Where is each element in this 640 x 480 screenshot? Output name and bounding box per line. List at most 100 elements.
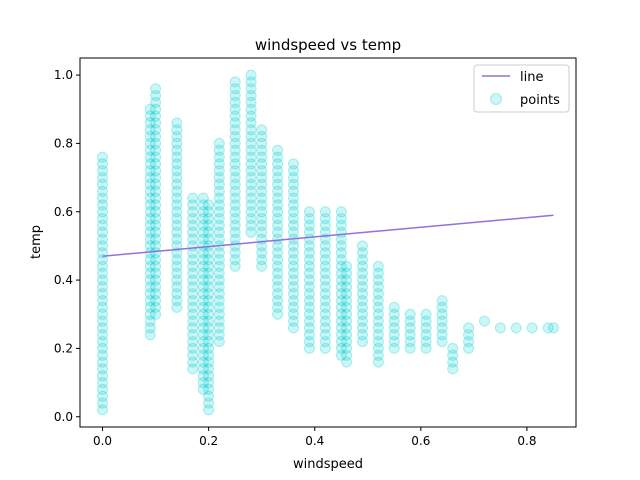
scatter-point <box>203 226 215 238</box>
scatter-point <box>203 322 215 334</box>
scatter-point <box>288 172 299 184</box>
scatter-point <box>303 219 315 231</box>
scatter-point <box>319 247 331 259</box>
scatter-point <box>245 137 257 149</box>
scatter-point <box>245 90 257 102</box>
scatter-point <box>404 308 416 320</box>
scatter-point <box>213 322 225 334</box>
scatter-point <box>213 226 225 238</box>
scatter-point <box>187 329 199 341</box>
scatter-point <box>187 342 199 354</box>
scatter-point <box>171 288 183 300</box>
scatter-point <box>171 165 183 177</box>
scatter-point <box>171 137 183 149</box>
scatter-point <box>372 342 384 354</box>
scatter-point <box>213 144 225 156</box>
scatter-point <box>272 281 284 293</box>
scatter-point <box>97 301 108 313</box>
x-tick-label: 0.0 <box>93 434 112 448</box>
scatter-point <box>245 158 257 170</box>
scatter-point <box>197 363 209 375</box>
scatter-point <box>213 178 225 190</box>
scatter-point <box>303 267 315 279</box>
scatter-point <box>144 281 156 293</box>
scatter-point <box>341 315 353 327</box>
scatter-point <box>203 247 215 259</box>
scatter-point <box>213 219 225 231</box>
scatter-point <box>245 76 257 88</box>
scatter-point <box>150 206 162 218</box>
scatter-point <box>357 260 368 272</box>
scatter-point <box>288 301 299 313</box>
scatter-point <box>97 151 108 163</box>
scatter-point <box>97 274 108 286</box>
scatter-point <box>144 192 156 204</box>
scatter-point <box>213 295 225 307</box>
scatter-point <box>203 315 215 327</box>
scatter-point <box>256 247 268 259</box>
scatter-point <box>436 301 448 313</box>
scatter-point <box>97 390 108 402</box>
scatter-point <box>187 349 199 361</box>
scatter-point <box>229 199 241 211</box>
scatter-point <box>288 281 299 293</box>
scatter-point <box>197 322 209 334</box>
scatter-point <box>213 301 225 313</box>
scatter-point <box>187 308 199 320</box>
scatter-point <box>197 206 209 218</box>
scatter-point <box>229 219 241 231</box>
scatter-point <box>144 219 156 231</box>
scatter-point <box>144 124 156 136</box>
scatter-point <box>404 329 416 341</box>
scatter-point <box>229 206 241 218</box>
scatter-point <box>187 322 199 334</box>
scatter-point <box>272 192 284 204</box>
scatter-point <box>197 260 209 272</box>
scatter-point <box>150 151 162 163</box>
scatter-point <box>203 301 215 313</box>
scatter-point <box>97 158 108 170</box>
scatter-point <box>97 172 108 184</box>
scatter-point <box>144 322 156 334</box>
scatter-point <box>372 260 384 272</box>
scatter-point <box>213 267 225 279</box>
scatter-point <box>150 247 162 259</box>
scatter-point <box>319 301 331 313</box>
scatter-point <box>213 247 225 259</box>
scatter-point <box>272 213 284 225</box>
scatter-point <box>319 342 331 354</box>
scatter-point <box>357 336 368 348</box>
scatter-point <box>197 233 209 245</box>
scatter-point <box>171 124 183 136</box>
y-tick-label: 0.8 <box>54 136 73 150</box>
scatter-point <box>229 124 241 136</box>
scatter-point <box>256 260 268 272</box>
scatter-point <box>288 213 299 225</box>
scatter-point <box>303 247 315 259</box>
scatter-point <box>203 342 215 354</box>
scatter-point <box>272 260 284 272</box>
scatter-point <box>388 308 400 320</box>
scatter-point <box>97 288 108 300</box>
scatter-point <box>372 288 384 300</box>
scatter-point <box>404 336 416 348</box>
scatter-point <box>341 260 353 272</box>
scatter-point <box>245 219 257 231</box>
y-axis-label: temp <box>29 225 44 259</box>
scatter-point <box>341 329 353 341</box>
x-axis-label: windspeed <box>293 457 363 472</box>
scatter-point <box>256 254 268 266</box>
scatter-point <box>303 329 315 341</box>
scatter-point <box>272 308 284 320</box>
scatter-point <box>187 288 199 300</box>
scatter-point <box>171 233 183 245</box>
scatter-point <box>187 274 199 286</box>
scatter-point <box>187 315 199 327</box>
scatter-points <box>97 69 559 416</box>
scatter-point <box>256 219 268 231</box>
scatter-point <box>272 295 284 307</box>
scatter-point <box>229 144 241 156</box>
scatter-point <box>303 254 315 266</box>
scatter-point <box>203 336 215 348</box>
scatter-point <box>341 349 353 361</box>
